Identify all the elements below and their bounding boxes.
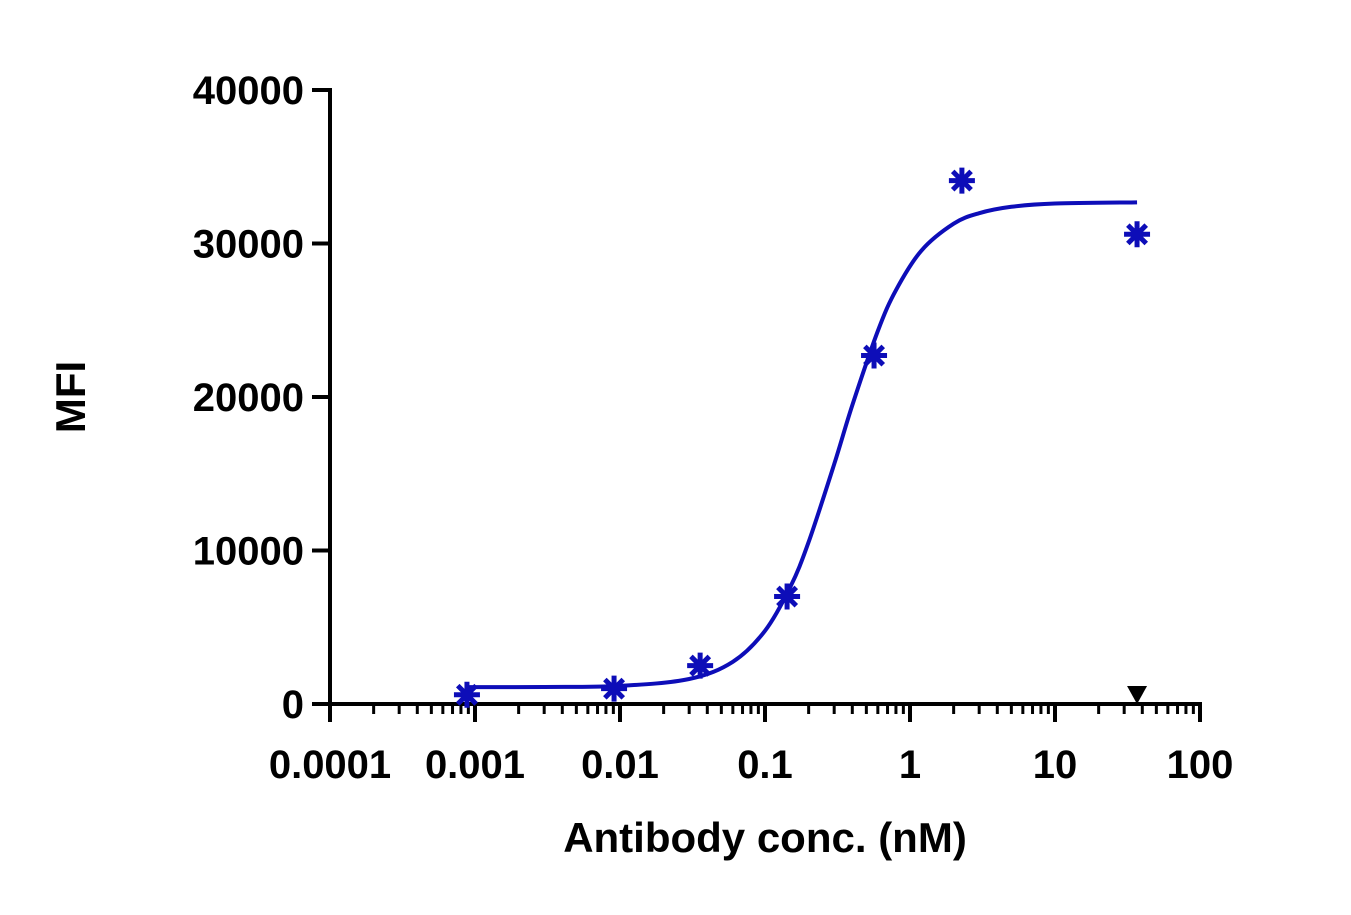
data-point: [1127, 686, 1148, 705]
data-point: [1124, 221, 1151, 248]
data-point: [774, 583, 801, 610]
data-point: [601, 675, 628, 702]
y-tick-label: 30000: [193, 223, 304, 267]
x-tick-label: 0.01: [581, 743, 659, 787]
x-tick-label: 100: [1167, 743, 1234, 787]
x-axis-label: Antibody conc. (nM): [563, 814, 967, 861]
x-tick-label: 10: [1033, 743, 1078, 787]
x-tick-label: 0.1: [737, 743, 793, 787]
fit-curve: [466, 200, 1138, 690]
data-point: [453, 681, 480, 708]
x-tick-label: 0.001: [425, 743, 525, 787]
x-tick-label: 0.0001: [269, 743, 391, 787]
x-tick-label: 1: [899, 743, 921, 787]
data-point: [687, 652, 714, 679]
y-tick-label: 0: [282, 683, 304, 727]
y-tick-label: 10000: [193, 530, 304, 574]
y-tick-label: 40000: [193, 69, 304, 113]
data-point: [861, 342, 888, 369]
y-tick-label: 20000: [193, 376, 304, 420]
data-point: [948, 167, 975, 194]
y-axis-label: MFI: [47, 361, 94, 433]
